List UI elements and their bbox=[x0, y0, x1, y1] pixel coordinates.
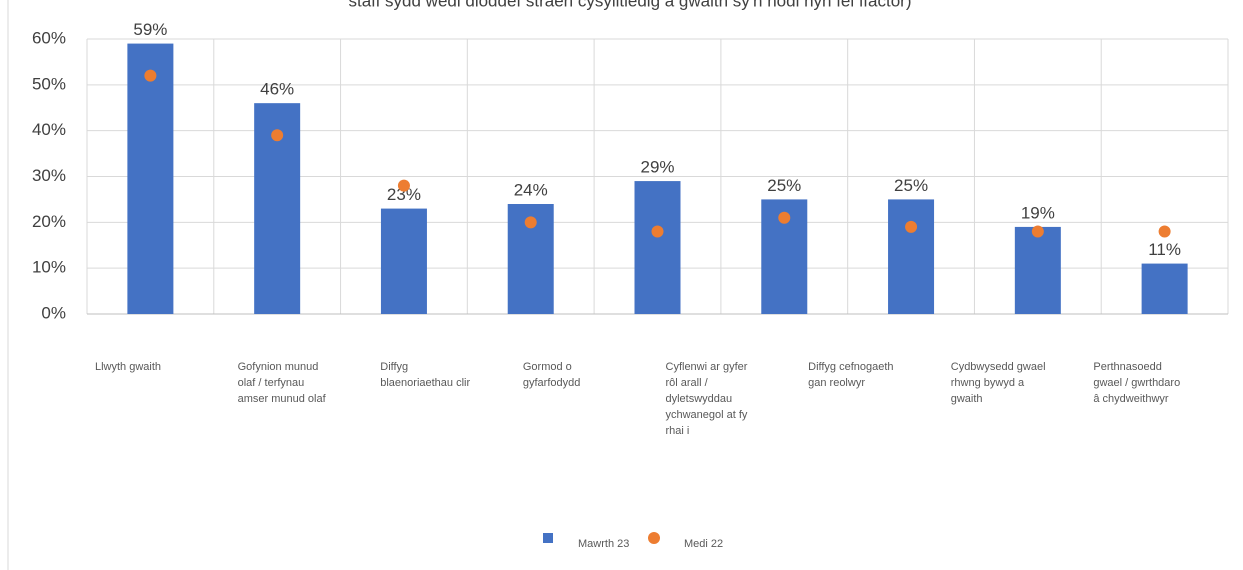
dot bbox=[651, 225, 664, 238]
dot bbox=[397, 179, 410, 192]
data-label: 24% bbox=[514, 180, 548, 199]
x-tick-label: Cydbwysedd gwael rhwng bywyd a gwaith bbox=[951, 361, 1049, 405]
y-tick-label: 60% bbox=[32, 28, 66, 47]
bar bbox=[380, 208, 427, 314]
data-label: 59% bbox=[133, 20, 167, 39]
dot bbox=[1031, 225, 1044, 238]
y-tick-label: 40% bbox=[32, 120, 66, 139]
legend-label: Medi 22 bbox=[684, 538, 723, 550]
bar bbox=[127, 43, 174, 314]
y-tick-label: 30% bbox=[32, 166, 66, 185]
dot bbox=[778, 211, 791, 224]
x-tick-label: Diffyg blaenoriaethau clir bbox=[380, 361, 470, 389]
x-tick-label: Cyflenwi ar gyfer rôl arall / dyletswydd… bbox=[666, 361, 751, 437]
data-label: 46% bbox=[260, 80, 294, 99]
bar bbox=[1141, 263, 1188, 314]
data-label: 19% bbox=[1021, 203, 1055, 222]
data-label: 25% bbox=[894, 176, 928, 195]
legend-swatch bbox=[648, 532, 660, 544]
x-tick-label: Gofynion munud olaf / terfynau amser mun… bbox=[238, 361, 327, 405]
x-tick-label: Gormod o gyfarfodydd bbox=[523, 361, 580, 389]
dot bbox=[271, 129, 284, 142]
bar bbox=[888, 199, 935, 314]
data-label: 11% bbox=[1148, 240, 1181, 259]
x-tick-label: Perthnasoedd gwael / gwrthdaro â chydwei… bbox=[1093, 361, 1183, 405]
data-label: 25% bbox=[767, 176, 801, 195]
y-tick-label: 10% bbox=[32, 258, 66, 277]
y-tick-label: 0% bbox=[41, 303, 66, 322]
data-label: 29% bbox=[640, 158, 674, 177]
legend-swatch bbox=[543, 533, 553, 543]
dot bbox=[524, 216, 537, 229]
dot bbox=[144, 69, 157, 82]
x-tick-label: Diffyg cefnogaeth gan reolwyr bbox=[808, 361, 896, 389]
bar bbox=[1014, 226, 1061, 314]
x-tick-label: Llwyth gwaith bbox=[95, 361, 161, 373]
legend-label: Mawrth 23 bbox=[578, 538, 629, 550]
bar bbox=[634, 181, 681, 314]
chart-title: staff sydd wedi dioddef straen cysylltie… bbox=[349, 0, 912, 10]
data-label: 23% bbox=[387, 185, 421, 204]
y-tick-label: 50% bbox=[32, 74, 66, 93]
dot bbox=[1158, 225, 1171, 238]
y-tick-label: 20% bbox=[32, 212, 66, 231]
dot bbox=[905, 220, 918, 233]
